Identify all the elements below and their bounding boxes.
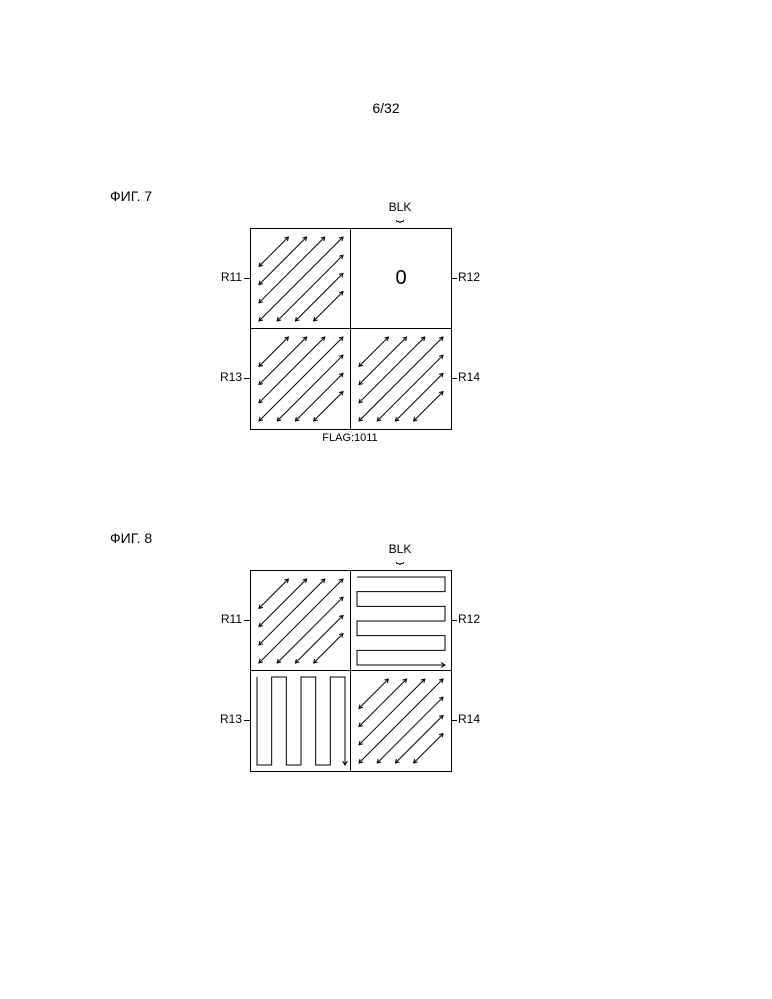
tick bbox=[451, 378, 457, 379]
tick bbox=[244, 620, 250, 621]
page: 6/32 ФИГ. 7 BLK ⏟ 0 R11 R12 R13 R14 FLAG… bbox=[0, 0, 772, 999]
fig7-flag: FLAG:1011 bbox=[250, 432, 450, 444]
curly-bracket-icon: ⏟ bbox=[380, 554, 420, 560]
tick bbox=[244, 378, 250, 379]
page-number: 6/32 bbox=[0, 100, 772, 116]
fig8-label-r13: R13 bbox=[202, 712, 242, 726]
fig7-cell-r13 bbox=[251, 329, 351, 429]
fig8-label-r12: R12 bbox=[458, 612, 498, 626]
fig7-r12-content: 0 bbox=[395, 267, 406, 290]
fig8-cell-r12 bbox=[351, 571, 451, 671]
tick bbox=[451, 720, 457, 721]
fig7: BLK ⏟ 0 R11 R12 R13 R14 FLAG:1011 bbox=[250, 228, 452, 430]
fig7-label-r11: R11 bbox=[202, 270, 242, 284]
fig8-label-r14: R14 bbox=[458, 712, 498, 726]
fig7-label-r14: R14 bbox=[458, 370, 498, 384]
tick bbox=[451, 278, 457, 279]
fig8-cell-r14 bbox=[351, 671, 451, 771]
fig8-cell-r11 bbox=[251, 571, 351, 671]
fig8: BLK ⏟ R11 R12 R13 R14 bbox=[250, 570, 452, 772]
fig7-label-r13: R13 bbox=[202, 370, 242, 384]
tick bbox=[244, 278, 250, 279]
fig7-blk-label: BLK ⏟ bbox=[380, 200, 420, 218]
fig8-blk-label: BLK ⏟ bbox=[380, 542, 420, 560]
fig7-cell-r12: 0 bbox=[351, 229, 451, 329]
fig7-grid: 0 bbox=[250, 228, 452, 430]
fig7-cell-r11 bbox=[251, 229, 351, 329]
fig8-label: ФИГ. 8 bbox=[110, 530, 152, 546]
fig7-cell-r14 bbox=[351, 329, 451, 429]
fig7-label: ФИГ. 7 bbox=[110, 188, 152, 204]
fig8-label-r11: R11 bbox=[202, 612, 242, 626]
tick bbox=[244, 720, 250, 721]
curly-bracket-icon: ⏟ bbox=[380, 212, 420, 218]
tick bbox=[451, 620, 457, 621]
fig8-cell-r13 bbox=[251, 671, 351, 771]
fig8-grid bbox=[250, 570, 452, 772]
fig7-label-r12: R12 bbox=[458, 270, 498, 284]
